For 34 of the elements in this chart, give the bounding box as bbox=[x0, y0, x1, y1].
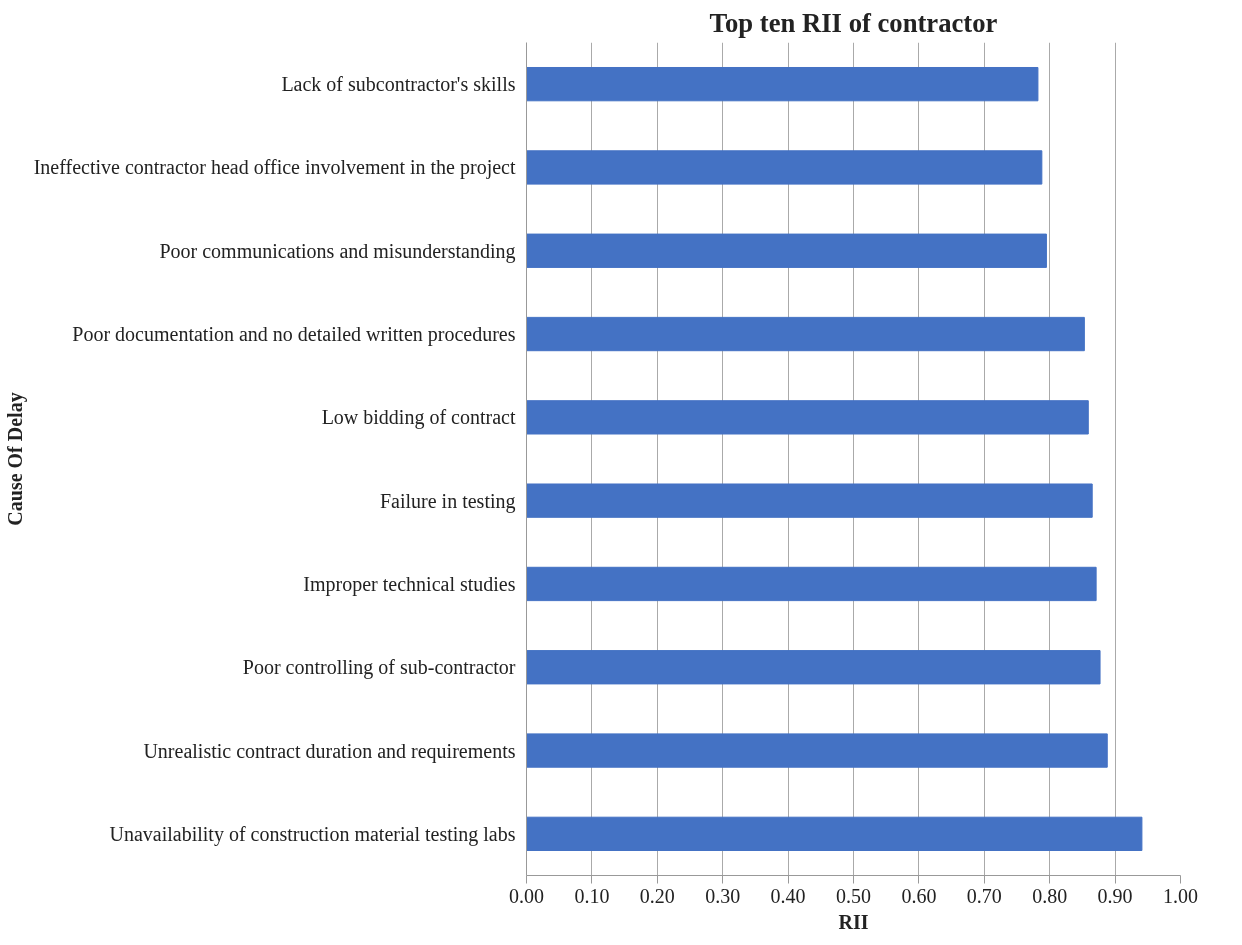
x-tick-label: 0.60 bbox=[901, 884, 937, 907]
bar bbox=[526, 650, 1101, 685]
bar bbox=[526, 150, 1043, 185]
y-tick-label: Improper technical studies bbox=[303, 572, 516, 596]
y-tick-label: Poor communications and misunderstanding bbox=[159, 239, 516, 263]
bar bbox=[526, 233, 1047, 268]
y-tick-label: Low bidding of contract bbox=[321, 406, 516, 430]
x-tick-label: 0.00 bbox=[509, 884, 544, 907]
x-tick-label: 0.80 bbox=[1032, 884, 1068, 907]
x-tick-label: 0.50 bbox=[836, 884, 871, 907]
bar bbox=[526, 566, 1097, 602]
x-tick-label: 1.00 bbox=[1163, 884, 1198, 907]
bar bbox=[526, 816, 1143, 852]
x-tick-label: 0.10 bbox=[574, 884, 610, 907]
y-tick-label: Poor documentation and no detailed written procedures bbox=[72, 323, 516, 347]
bar bbox=[526, 316, 1085, 352]
x-tick-label: 0.90 bbox=[1097, 884, 1133, 907]
y-tick-label: Unrealistic contract duration and requirements bbox=[143, 739, 516, 763]
bar bbox=[526, 733, 1108, 768]
y-axis-title: Cause Of Delay bbox=[3, 392, 27, 526]
bar bbox=[526, 66, 1039, 102]
y-tick-label: Unavailability of construction material testing labs bbox=[109, 822, 516, 846]
y-tick-label: Failure in testing bbox=[379, 489, 516, 513]
x-tick-label: 0.20 bbox=[639, 884, 675, 907]
chart-title: Top ten RII of contractor bbox=[709, 7, 998, 38]
y-tick-label: Ineffective contractor head office involvement in the project bbox=[33, 156, 516, 180]
x-tick-label: 0.30 bbox=[705, 884, 741, 907]
bar bbox=[526, 483, 1093, 518]
x-tick-label: 0.40 bbox=[770, 884, 806, 907]
x-tick-label: 0.70 bbox=[966, 884, 1002, 907]
y-tick-label: Poor controlling of sub-contractor bbox=[242, 656, 516, 680]
y-tick-label: Lack of subcontractor's skills bbox=[281, 73, 516, 96]
bar bbox=[526, 400, 1089, 435]
x-axis-title: RII bbox=[838, 910, 869, 933]
